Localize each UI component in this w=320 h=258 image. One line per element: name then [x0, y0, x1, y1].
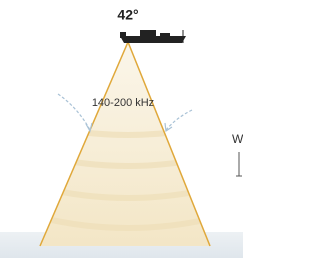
- side-bracket: [236, 152, 242, 176]
- boat: [120, 30, 186, 43]
- side-label: W: [232, 132, 243, 146]
- diagram: 42° 140-200 kHz W: [0, 0, 243, 258]
- frequency-label: 140-200 kHz: [92, 97, 154, 109]
- cone-angle: 42°: [117, 7, 138, 23]
- sonar-cone: [40, 42, 210, 246]
